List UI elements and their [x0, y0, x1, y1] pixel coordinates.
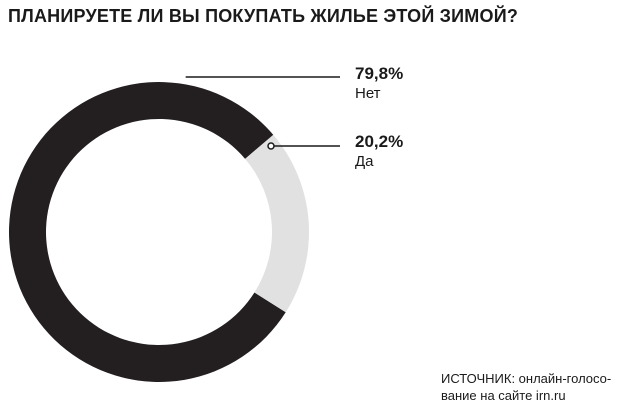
source-line-2: вание на сайте irn.ru [441, 388, 566, 403]
legend-item-no: 79,8% Нет [355, 64, 403, 103]
donut-slices [8, 81, 309, 383]
slice-category-label-no: Нет [355, 85, 381, 102]
leader-lines [178, 73, 340, 150]
source-line-1: ИСТОЧНИК: онлайн-голосо- [441, 371, 612, 386]
leader-yes-dot [267, 142, 275, 150]
slice-value-label-yes: 20,2% [355, 132, 404, 151]
donut-slice-yes [245, 134, 309, 313]
source-note: ИСТОЧНИК: онлайн-голосо- вание на сайте … [441, 370, 636, 404]
slice-value-label-no: 79,8% [355, 64, 404, 83]
leader-no-dot [178, 73, 186, 81]
legend-item-yes: 20,2% Да [355, 132, 403, 171]
donut-slice-no [8, 81, 286, 383]
slice-category-label-yes: Да [355, 153, 374, 170]
chart-title: ПЛАНИРУЕТЕ ЛИ ВЫ ПОКУПАТЬ ЖИЛЬЕ ЭТОЙ ЗИМ… [8, 6, 519, 26]
